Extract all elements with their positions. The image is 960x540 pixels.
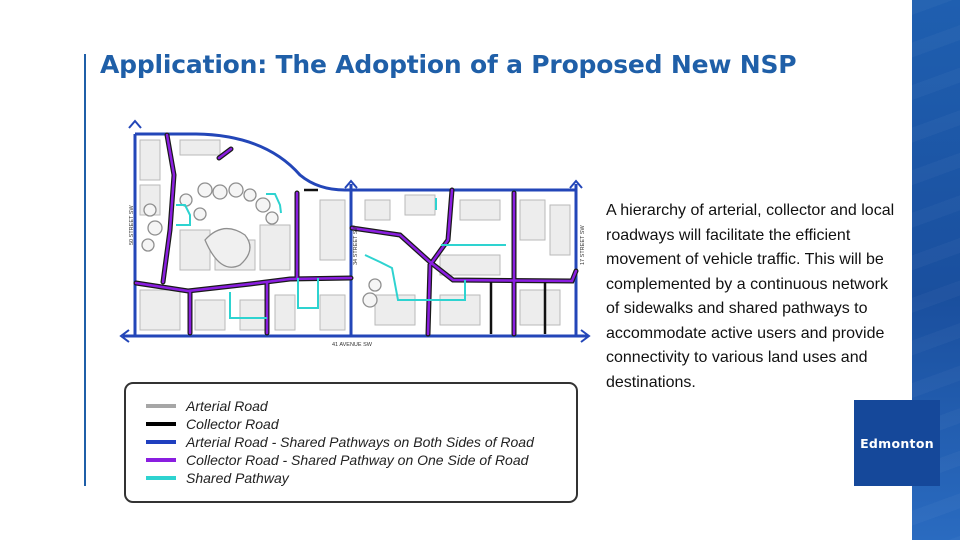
label-41-avenue: 41 AVENUE SW (332, 342, 373, 348)
legend-label: Collector Road (186, 416, 279, 432)
legend-swatch (146, 422, 176, 426)
slide-description: A hierarchy of arterial, collector and l… (606, 202, 895, 391)
collector-roads-black (304, 188, 547, 334)
legend-item-arterial-road: Arterial Road (146, 397, 268, 415)
legend-label: Arterial Road - Shared Pathways on Both … (186, 434, 534, 450)
legend-item-arterial-shared: Arterial Road - Shared Pathways on Both … (146, 433, 534, 451)
arterial-roads (123, 132, 588, 338)
logo-text: Edmonton (860, 435, 934, 451)
cul-de-sac-clusters (141, 182, 382, 308)
legend-swatch (146, 404, 176, 408)
legend-swatch (146, 458, 176, 462)
legend-label: Collector Road - Shared Pathway on One S… (186, 452, 529, 468)
collector-roads-purple (134, 133, 578, 336)
label-34-street: 34 STREET SW (353, 225, 359, 265)
slide-title: Application: The Adoption of a Proposed … (100, 50, 797, 79)
land-parcels (139, 139, 571, 331)
street-labels: 50 STREET SW 34 STREET SW 17 STREET SW 4… (129, 205, 586, 348)
legend-item-collector-shared: Collector Road - Shared Pathway on One S… (146, 451, 528, 469)
map-legend: Arterial Road Collector Road Arterial Ro… (124, 382, 578, 503)
legend-swatch (146, 440, 176, 444)
label-17-street: 17 STREET SW (580, 225, 586, 265)
legend-swatch (146, 476, 176, 480)
road-arrows (119, 119, 591, 343)
legend-label: Arterial Road (186, 398, 268, 414)
road-network-map: 50 STREET SW 34 STREET SW 17 STREET SW 4… (119, 119, 591, 348)
legend-label: Shared Pathway (186, 470, 289, 486)
label-50-street: 50 STREET SW (129, 205, 135, 245)
title-accent-line (84, 54, 86, 486)
legend-item-shared-pathway: Shared Pathway (146, 469, 289, 487)
legend-item-collector-road: Collector Road (146, 415, 279, 433)
edmonton-logo: Edmonton (854, 400, 940, 486)
shared-pathways (176, 193, 506, 319)
